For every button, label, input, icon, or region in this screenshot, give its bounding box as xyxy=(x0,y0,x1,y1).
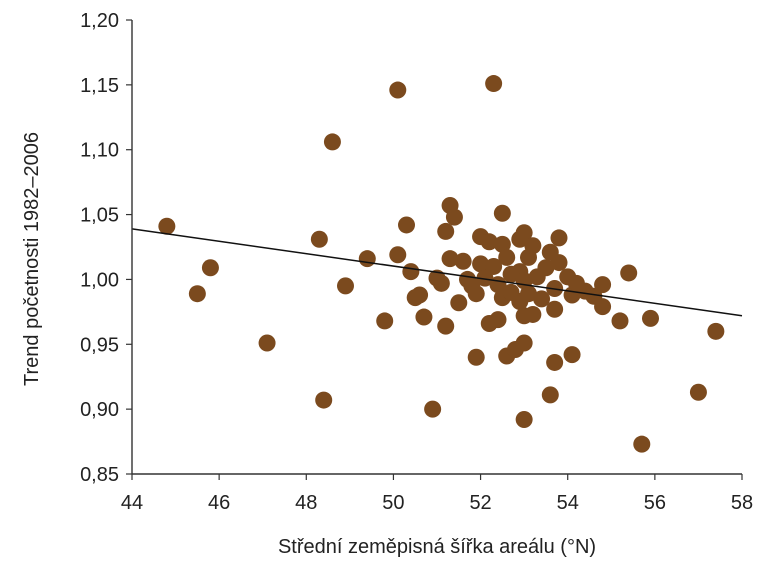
data-point xyxy=(258,334,276,352)
data-point xyxy=(188,285,206,303)
data-point xyxy=(707,322,725,340)
data-point xyxy=(445,208,463,226)
data-point xyxy=(642,309,659,327)
data-point xyxy=(323,133,341,151)
y-tick-label: 1,10 xyxy=(80,140,119,162)
data-point xyxy=(550,254,568,272)
data-point xyxy=(611,312,629,330)
x-tick-label: 58 xyxy=(731,492,753,514)
data-point xyxy=(402,263,420,281)
y-tick-label: 1,15 xyxy=(80,75,119,97)
x-tick-label: 46 xyxy=(208,492,230,514)
x-tick-label: 48 xyxy=(295,492,317,514)
y-tick-label: 0,90 xyxy=(80,399,119,421)
data-point xyxy=(485,75,503,93)
data-point xyxy=(467,348,485,366)
data-point xyxy=(450,294,468,312)
x-axis-ticks: 44 46 48 50 52 54 56 58 xyxy=(121,474,753,514)
data-point xyxy=(541,386,559,404)
data-point xyxy=(467,285,485,303)
y-axis-title: Trend početnosti 1982–2006 xyxy=(21,132,43,386)
y-tick-label: 0,95 xyxy=(80,334,119,356)
data-point xyxy=(437,222,455,240)
data-point xyxy=(315,391,333,409)
data-point xyxy=(476,269,494,287)
data-point xyxy=(411,286,429,304)
data-point xyxy=(437,317,455,335)
data-point xyxy=(524,305,542,323)
data-point xyxy=(493,235,511,253)
data-point xyxy=(633,435,651,453)
data-point xyxy=(454,252,472,270)
data-point xyxy=(489,311,507,329)
data-point xyxy=(515,224,533,242)
data-point xyxy=(472,255,490,273)
x-axis-title: Střední zeměpisná šířka areálu (°N) xyxy=(278,536,596,558)
x-tick-label: 50 xyxy=(382,492,404,514)
y-tick-label: 1,05 xyxy=(80,205,119,227)
y-axis-ticks: 0,85 0,90 0,95 1,00 1,05 1,10 1,15 1,20 xyxy=(80,10,132,486)
data-point xyxy=(485,257,503,275)
trend-line xyxy=(131,228,743,317)
axes xyxy=(131,20,742,475)
data-point xyxy=(533,290,551,308)
x-tick-label: 54 xyxy=(557,492,579,514)
data-point xyxy=(550,229,568,247)
data-point xyxy=(594,298,612,316)
x-tick-label: 44 xyxy=(121,492,143,514)
data-point xyxy=(432,274,450,292)
y-tick-label: 0,85 xyxy=(80,464,119,486)
data-point xyxy=(158,217,176,235)
data-point xyxy=(415,308,433,326)
data-point xyxy=(620,264,638,282)
data-point xyxy=(498,248,516,266)
data-point xyxy=(376,312,394,330)
data-point xyxy=(524,237,542,255)
data-point xyxy=(563,346,581,364)
data-point xyxy=(689,383,707,401)
data-point xyxy=(389,81,407,99)
y-tick-label: 1,00 xyxy=(80,269,119,291)
data-point xyxy=(520,285,537,303)
data-point xyxy=(480,233,498,251)
data-point xyxy=(358,250,376,268)
data-point xyxy=(493,204,511,222)
x-tick-label: 56 xyxy=(644,492,666,514)
data-point xyxy=(398,216,415,234)
data-points xyxy=(158,75,725,453)
data-point xyxy=(424,400,442,418)
data-point xyxy=(441,250,459,268)
data-point xyxy=(515,334,533,352)
data-point xyxy=(546,353,564,371)
data-point xyxy=(515,411,533,429)
y-tick-label: 1,20 xyxy=(80,10,119,32)
data-point xyxy=(201,259,219,277)
data-point xyxy=(546,300,564,318)
x-tick-label: 52 xyxy=(469,492,491,514)
data-point xyxy=(389,246,407,264)
data-point xyxy=(310,230,328,248)
data-point xyxy=(594,276,612,294)
data-point xyxy=(337,277,354,295)
data-point xyxy=(537,259,555,277)
